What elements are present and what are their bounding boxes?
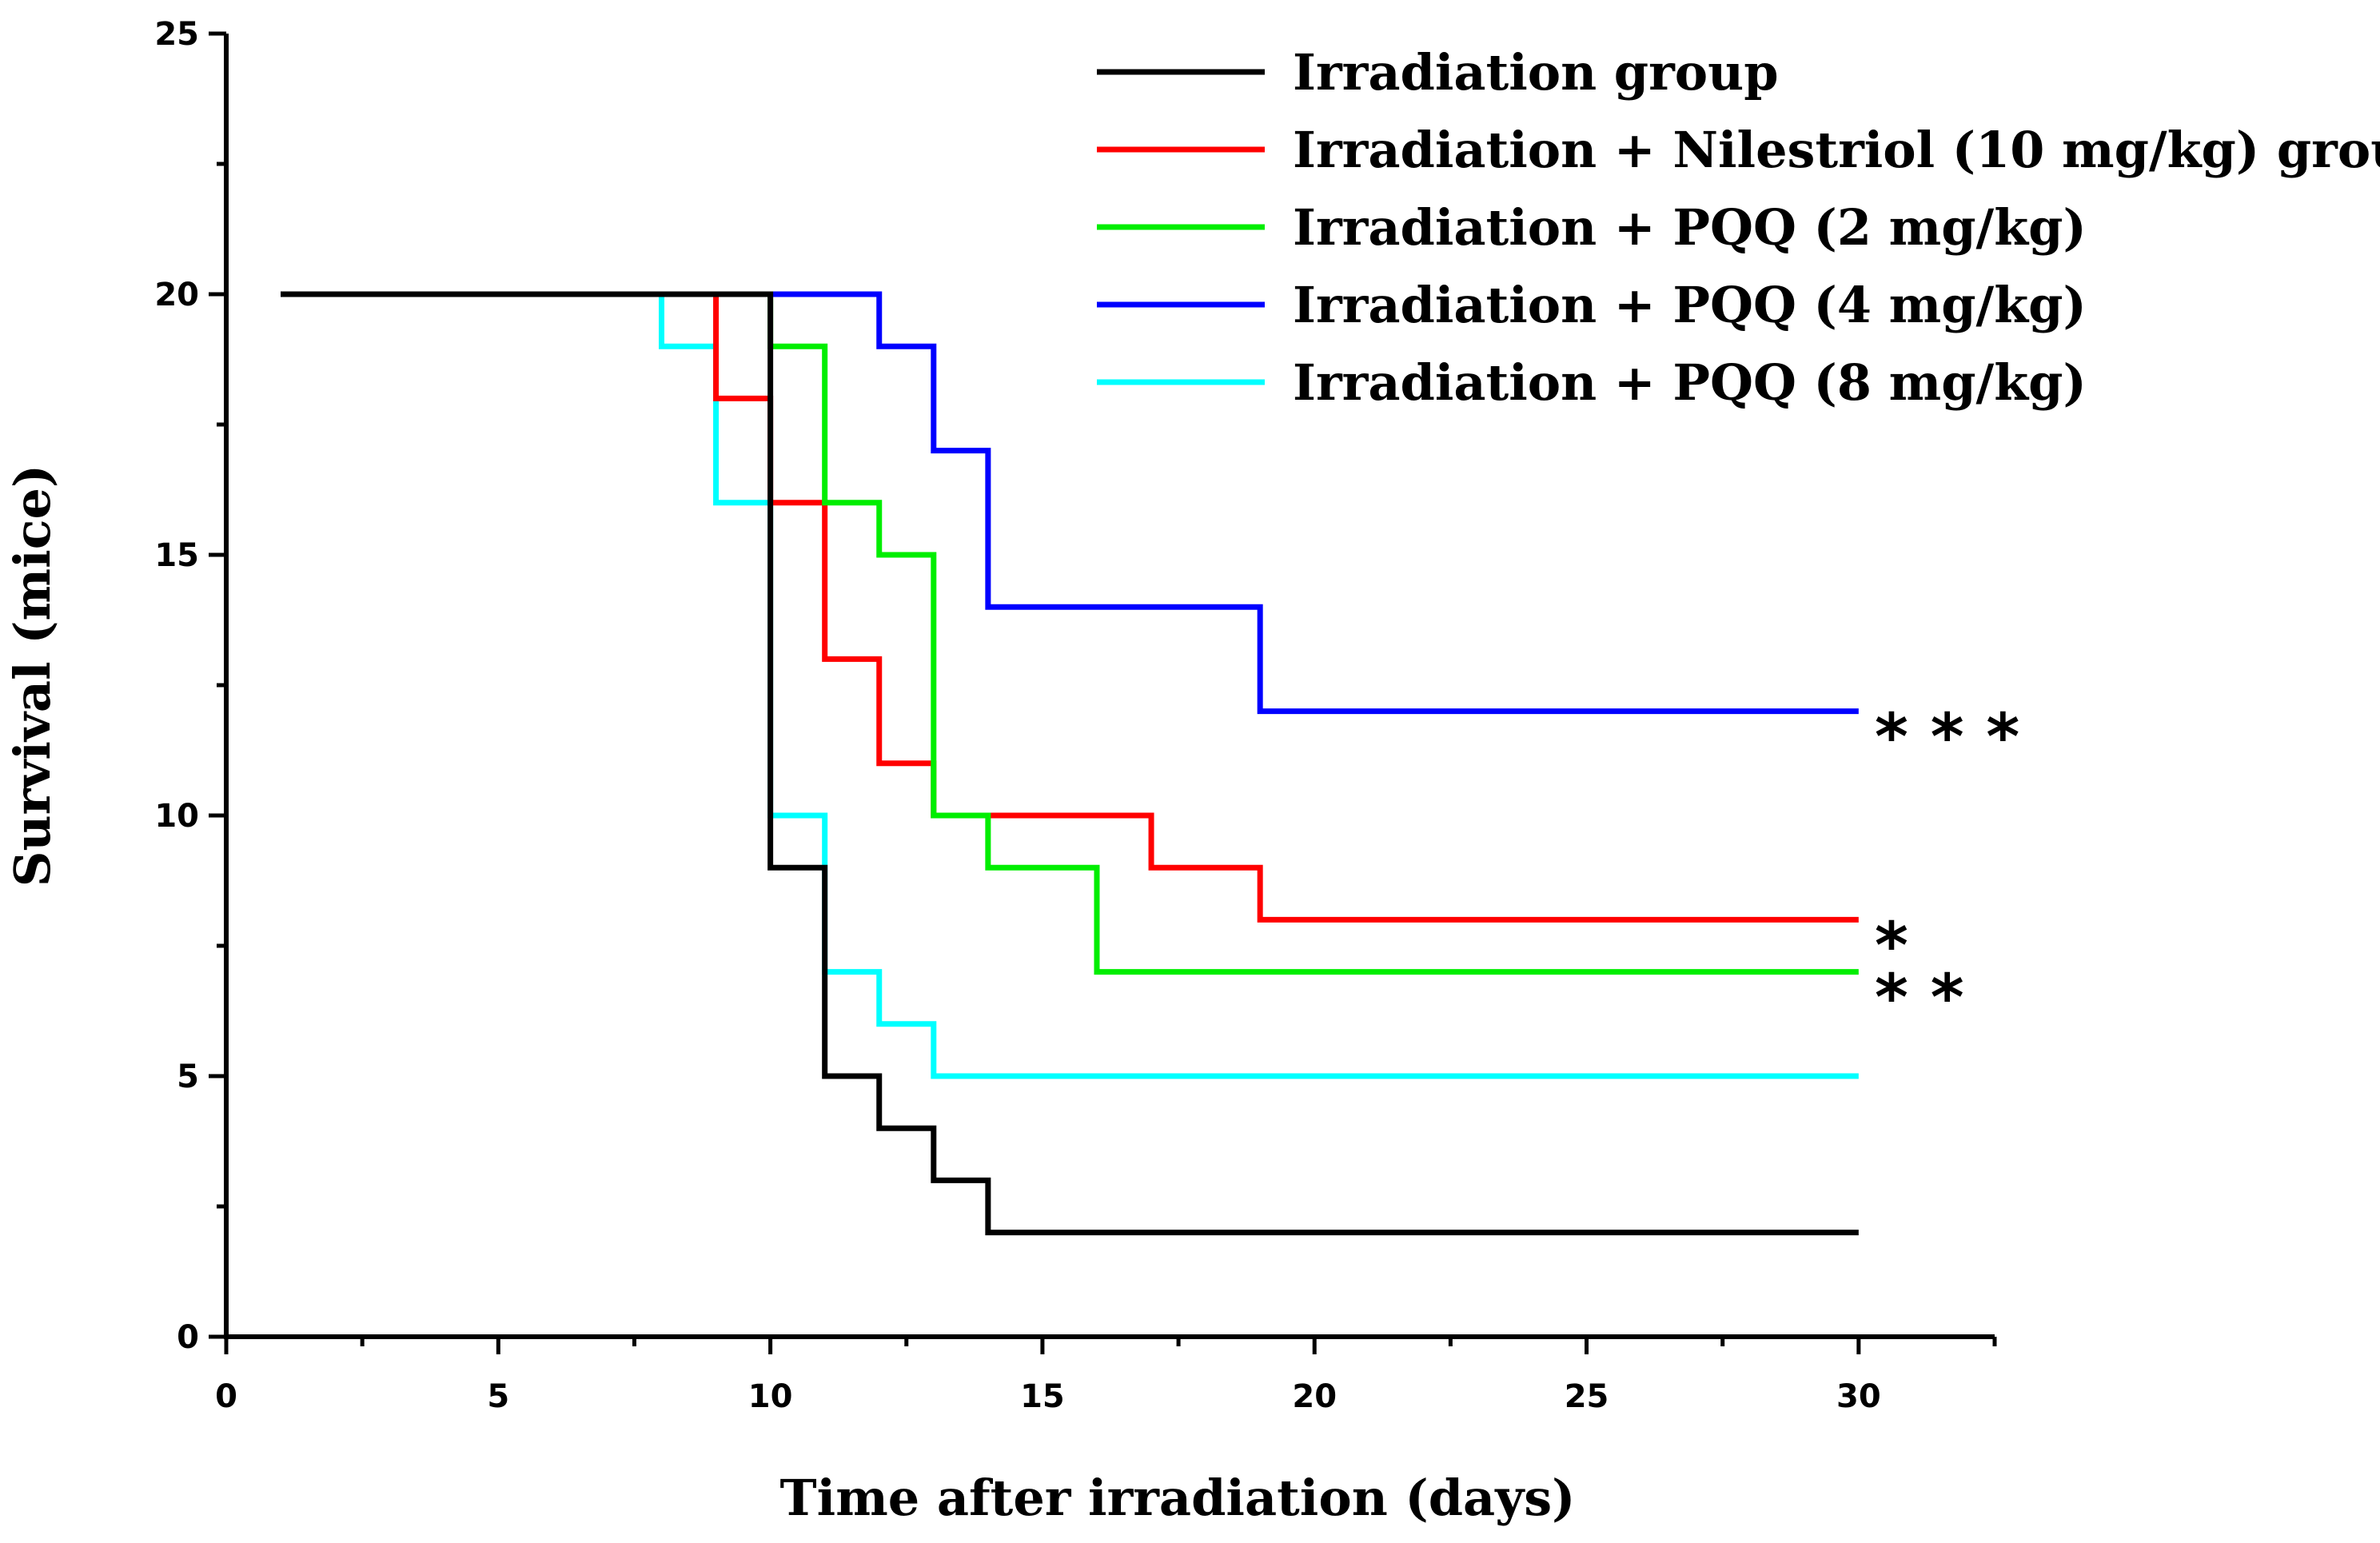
series-line-3 [281,291,1859,975]
series-layer [281,291,1859,1236]
y-tick-label: 5 [177,1059,199,1095]
x-tick-label: 15 [1020,1378,1065,1415]
y-tick-label: 25 [154,16,199,53]
x-tick-label: 0 [215,1378,237,1415]
x-tick-label: 10 [748,1378,793,1415]
x-tick-label: 20 [1292,1378,1337,1415]
x-ticks: 0 5 10 15 20 25 30 [215,1337,1997,1415]
legend: Irradiation group Irradiation + Nilestrio… [1097,43,2380,412]
x-tick-label: 30 [1836,1378,1881,1415]
axes-layer: 0 5 10 15 20 25 0 5 10 15 20 25 30 [154,16,1997,1415]
legend-label-1: Irradiation group [1293,43,1779,102]
legend-label-4: Irradiation + PQQ (4 mg/kg) [1293,276,2087,334]
significance-marker-4: * * * [1875,700,2019,775]
y-tick-label: 20 [154,277,199,313]
series-line-4 [281,291,1859,715]
series-line-5 [281,291,1859,1079]
series-line-1 [281,291,1859,1236]
legend-label-3: Irradiation + PQQ (2 mg/kg) [1293,198,2087,257]
x-axis-title: Time after irradiation (days) [780,1469,1576,1527]
y-tick-label: 0 [177,1319,199,1356]
y-ticks: 0 5 10 15 20 25 [154,16,226,1356]
significance-markers: * * * ** * [1875,700,2019,1035]
legend-label-2: Irradiation + Nilestriol (10 mg/kg) grou… [1293,121,2380,179]
y-axis-title: Survival (mice) [3,464,62,887]
series-line-2 [281,291,1859,923]
significance-marker-2: * [1875,908,1908,983]
legend-label-5: Irradiation + PQQ (8 mg/kg) [1293,353,2087,412]
x-tick-label: 25 [1565,1378,1609,1415]
x-tick-label: 5 [487,1378,509,1415]
significance-marker-3: * * [1875,961,1964,1035]
y-tick-label: 10 [154,798,199,835]
y-tick-label: 15 [154,537,199,574]
